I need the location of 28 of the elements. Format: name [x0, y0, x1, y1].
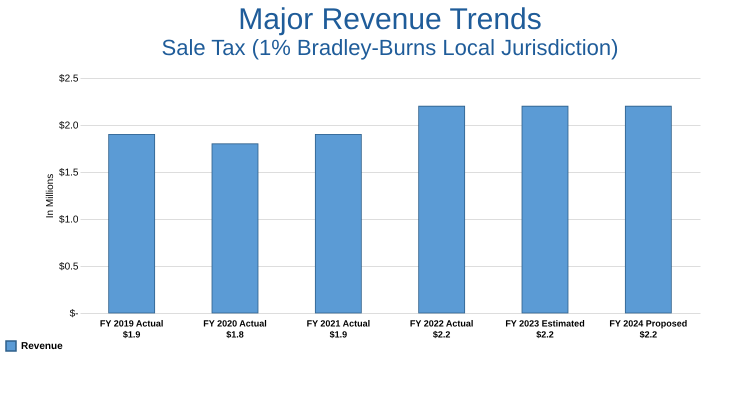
legend-label: Revenue — [21, 341, 64, 352]
chart-subtitle: Sale Tax (1% Bradley-Burns Local Jurisdiction) — [162, 35, 618, 60]
x-tick-label: FY 2020 Actual — [203, 318, 267, 328]
y-tick-label: $2.0 — [59, 120, 79, 132]
bar — [314, 134, 362, 314]
data-label: $1.9 — [330, 330, 348, 340]
bar — [418, 106, 466, 314]
data-label: $2.2 — [432, 330, 450, 340]
data-label: $2.2 — [536, 330, 554, 340]
y-axis-title: In Millions — [45, 174, 56, 218]
x-tick-label: FY 2023 Estimated — [505, 318, 585, 328]
y-tick-label: $1.0 — [59, 214, 79, 226]
data-label: $1.8 — [226, 330, 244, 340]
y-tick-label: $2.5 — [59, 74, 79, 84]
bar — [108, 134, 156, 314]
data-label: $1.9 — [122, 330, 140, 340]
y-tick-label: $- — [70, 308, 78, 320]
chart-title: Major Revenue Trends — [238, 3, 542, 36]
bar — [212, 143, 258, 314]
bar — [624, 106, 672, 314]
bar — [522, 106, 568, 314]
y-tick-label: $0.5 — [59, 262, 79, 272]
x-tick-label: FY 2024 Proposed — [609, 318, 688, 328]
x-tick-label: FY 2022 Actual — [410, 318, 474, 328]
x-tick-label: FY 2019 Actual — [100, 318, 164, 328]
data-label: $2.2 — [640, 330, 658, 340]
x-tick-label: FY 2021 Actual — [306, 318, 370, 328]
y-tick-label: $1.5 — [59, 168, 79, 178]
